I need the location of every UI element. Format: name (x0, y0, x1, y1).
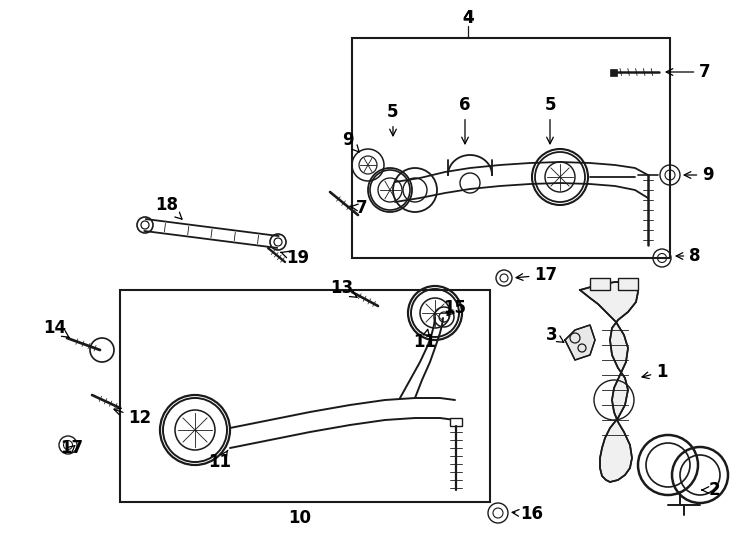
Text: 7: 7 (666, 63, 711, 81)
Bar (450, 418, 462, 426)
Text: 8: 8 (676, 247, 701, 265)
Text: 16: 16 (512, 505, 543, 523)
Text: 19: 19 (281, 249, 310, 267)
Text: 17: 17 (60, 439, 84, 457)
Text: 5: 5 (388, 103, 399, 136)
Text: 4: 4 (462, 9, 474, 27)
Text: 11: 11 (413, 329, 437, 351)
Text: 13: 13 (330, 279, 357, 298)
Bar (610, 69, 617, 76)
Text: 4: 4 (462, 9, 474, 27)
Text: 3: 3 (546, 326, 564, 344)
Bar (618, 278, 638, 290)
Text: 7: 7 (351, 199, 368, 217)
Bar (120, 290, 490, 502)
Text: 18: 18 (156, 196, 182, 219)
Text: 9: 9 (342, 131, 359, 152)
Text: 11: 11 (208, 450, 231, 471)
Text: 1: 1 (642, 363, 668, 381)
Text: 9: 9 (684, 166, 713, 184)
Text: 6: 6 (459, 96, 470, 144)
Text: 12: 12 (114, 408, 151, 427)
Bar (590, 278, 610, 290)
Polygon shape (580, 282, 638, 482)
Text: 17: 17 (516, 266, 558, 284)
Text: 5: 5 (544, 96, 556, 144)
Text: 10: 10 (288, 509, 311, 527)
Text: 2: 2 (702, 481, 720, 499)
Polygon shape (565, 325, 595, 360)
Text: 14: 14 (43, 319, 70, 338)
Bar (352, 38, 670, 258)
Text: 15: 15 (443, 299, 467, 317)
